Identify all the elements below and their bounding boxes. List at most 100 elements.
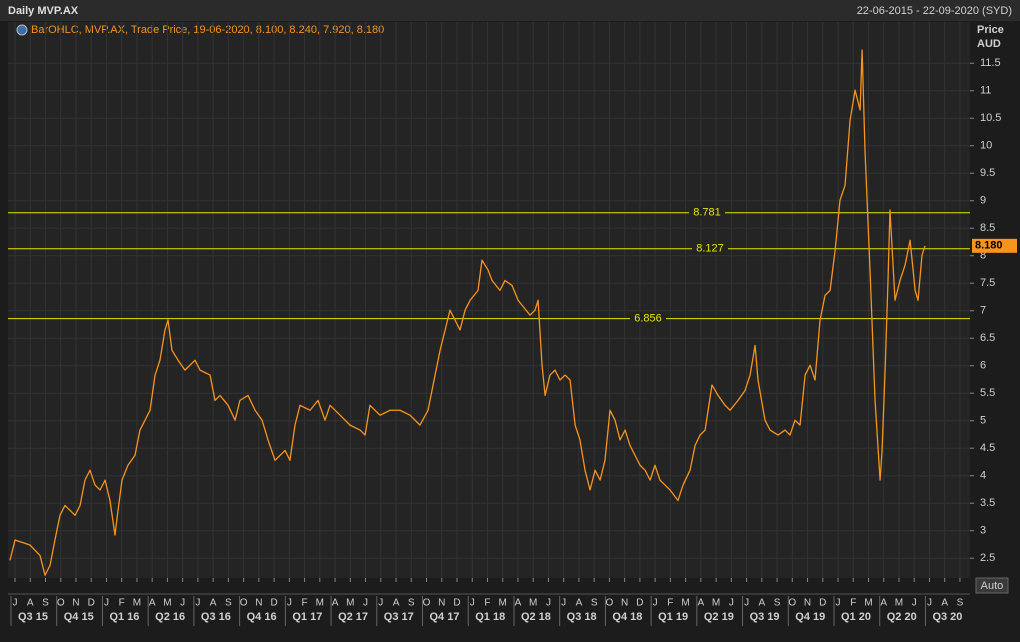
quarter-label: Q4 15: [64, 611, 94, 623]
y-tick-label: 4: [980, 470, 986, 482]
auto-button-label[interactable]: Auto: [981, 580, 1004, 592]
last-value-label: 8.180: [975, 240, 1003, 252]
y-tick-label: 6: [980, 360, 986, 372]
quarter-label: Q1 16: [109, 611, 139, 623]
legend-icon: [16, 24, 28, 36]
y-tick-label: 7: [980, 305, 986, 317]
x-tick-label: F: [302, 598, 308, 609]
quarter-label: Q4 19: [795, 611, 825, 623]
y-tick-label: 10: [980, 140, 992, 152]
x-tick-label: O: [423, 598, 431, 609]
x-tick-label: N: [804, 598, 811, 609]
x-tick-label: M: [681, 598, 689, 609]
x-tick-label: M: [346, 598, 354, 609]
x-tick-label: A: [27, 598, 34, 609]
y-tick-label: 3.5: [980, 497, 995, 509]
x-tick-label: A: [698, 598, 705, 609]
x-tick-label: M: [895, 598, 903, 609]
x-tick-label: D: [819, 598, 826, 609]
x-tick-label: M: [133, 598, 141, 609]
x-tick-label: S: [774, 598, 781, 609]
x-tick-label: D: [270, 598, 277, 609]
last-value-box: [972, 238, 1017, 253]
x-tick-label: F: [119, 598, 125, 609]
x-tick-label: A: [941, 598, 948, 609]
x-tick-label: N: [255, 598, 262, 609]
quarter-label: Q1 19: [658, 611, 688, 623]
quarter-label: Q4 18: [612, 611, 642, 623]
x-tick-label: N: [438, 598, 445, 609]
quarter-label: Q3 20: [932, 611, 962, 623]
quarter-label: Q2 16: [155, 611, 185, 623]
auto-button[interactable]: [975, 577, 1009, 594]
x-tick-label: N: [72, 598, 79, 609]
x-tick-label: O: [240, 598, 248, 609]
y-tick-label: 11: [980, 85, 991, 97]
x-tick-label: A: [210, 598, 217, 609]
x-tick-label: F: [850, 598, 856, 609]
y-tick-label: 5.5: [980, 387, 995, 399]
y-tick-label: 9.5: [980, 167, 995, 179]
x-tick-label: J: [836, 598, 841, 609]
quarter-label: Q4 17: [430, 611, 460, 623]
x-tick-label: J: [378, 598, 383, 609]
x-tick-label: O: [788, 598, 796, 609]
x-tick-label: S: [957, 598, 964, 609]
reference-label: 6.856: [634, 313, 662, 325]
y-tick-label: 9: [980, 195, 986, 207]
quarter-label: Q1 20: [841, 611, 871, 623]
x-tick-label: J: [104, 598, 109, 609]
x-tick-label: A: [880, 598, 887, 609]
quarter-label: Q2 18: [521, 611, 551, 623]
x-tick-label: J: [13, 598, 18, 609]
x-tick-label: J: [927, 598, 932, 609]
x-tick-label: J: [653, 598, 658, 609]
x-tick-label: J: [470, 598, 475, 609]
quarter-label: Q3 16: [201, 611, 231, 623]
y-tick-label: 7.5: [980, 277, 995, 289]
y-tick-label: 3: [980, 525, 986, 537]
chart-title: Daily MVP.AX: [8, 5, 79, 17]
quarter-label: Q2 17: [338, 611, 368, 623]
header-bar: [0, 0, 1020, 21]
quarter-label: Q4 16: [247, 611, 277, 623]
price-line: [9, 49, 926, 576]
x-tick-label: F: [484, 598, 490, 609]
y-axis-label: Price: [977, 24, 1004, 36]
x-tick-label: J: [561, 598, 566, 609]
quarter-label: Q3 15: [18, 611, 48, 623]
x-tick-label: M: [864, 598, 872, 609]
x-tick-label: S: [591, 598, 598, 609]
reference-label-bg: [692, 242, 728, 255]
x-tick-label: O: [606, 598, 614, 609]
x-tick-label: D: [88, 598, 95, 609]
x-tick-label: S: [42, 598, 49, 609]
reference-label-bg: [689, 206, 725, 219]
y-tick-label: 10.5: [980, 112, 1001, 124]
quarter-label: Q1 17: [292, 611, 322, 623]
x-tick-label: S: [225, 598, 232, 609]
x-tick-label: A: [515, 598, 522, 609]
x-tick-label: A: [149, 598, 156, 609]
y-tick-label: 6.5: [980, 332, 995, 344]
x-tick-label: A: [332, 598, 339, 609]
reference-label: 8.781: [693, 207, 721, 219]
x-tick-label: J: [180, 598, 185, 609]
x-tick-label: S: [408, 598, 415, 609]
quarter-label: Q3 19: [750, 611, 780, 623]
y-tick-label: 11.5: [980, 57, 1001, 69]
x-tick-label: O: [57, 598, 65, 609]
chart-subtitle: 22-06-2015 - 22-09-2020 (SYD): [857, 5, 1012, 17]
x-tick-label: J: [912, 598, 917, 609]
x-tick-label: D: [636, 598, 643, 609]
quarter-label: Q1 18: [475, 611, 505, 623]
x-tick-label: A: [576, 598, 583, 609]
quarter-label: Q2 20: [887, 611, 917, 623]
x-tick-label: J: [729, 598, 734, 609]
x-tick-label: M: [499, 598, 507, 609]
quarter-label: Q3 18: [567, 611, 597, 623]
quarter-label: Q3 17: [384, 611, 414, 623]
x-tick-label: F: [667, 598, 673, 609]
x-tick-label: M: [529, 598, 537, 609]
